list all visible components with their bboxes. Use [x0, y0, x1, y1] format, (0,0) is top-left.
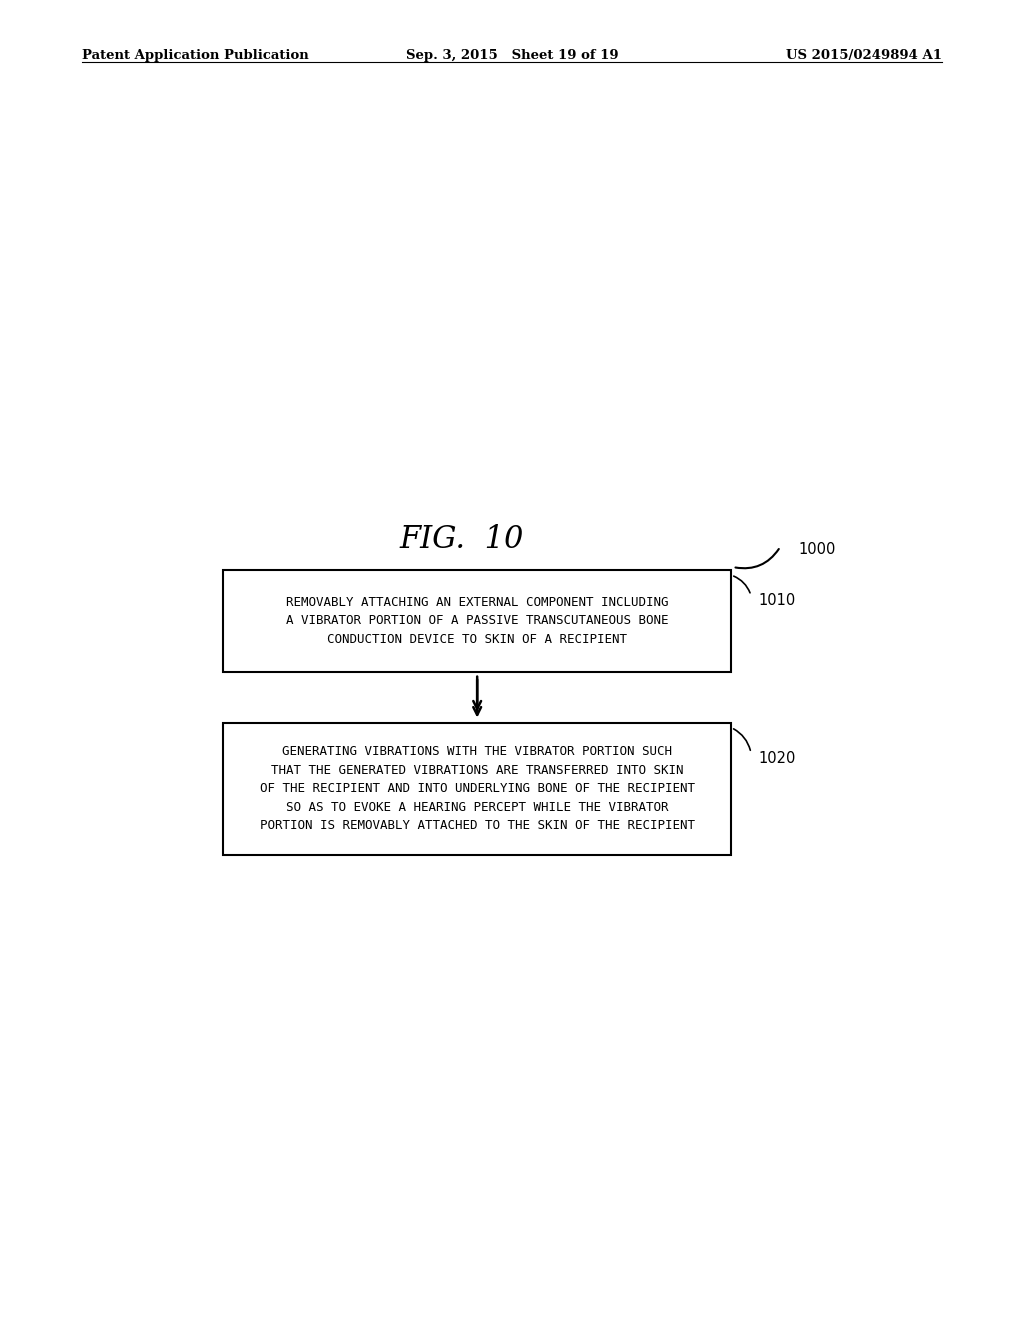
Text: 1000: 1000 [799, 543, 836, 557]
Text: FIG.  10: FIG. 10 [399, 524, 523, 554]
Bar [223, 722, 731, 854]
Text: Patent Application Publication: Patent Application Publication [82, 49, 308, 62]
Text: REMOVABLY ATTACHING AN EXTERNAL COMPONENT INCLUDING
A VIBRATOR PORTION OF A PASS: REMOVABLY ATTACHING AN EXTERNAL COMPONEN… [286, 595, 669, 645]
Bar [223, 570, 731, 672]
Text: US 2015/0249894 A1: US 2015/0249894 A1 [786, 49, 942, 62]
Text: GENERATING VIBRATIONS WITH THE VIBRATOR PORTION SUCH
THAT THE GENERATED VIBRATIO: GENERATING VIBRATIONS WITH THE VIBRATOR … [260, 744, 694, 832]
Text: Sep. 3, 2015   Sheet 19 of 19: Sep. 3, 2015 Sheet 19 of 19 [406, 49, 618, 62]
Text: 1010: 1010 [759, 593, 797, 609]
Text: 1020: 1020 [759, 751, 797, 766]
